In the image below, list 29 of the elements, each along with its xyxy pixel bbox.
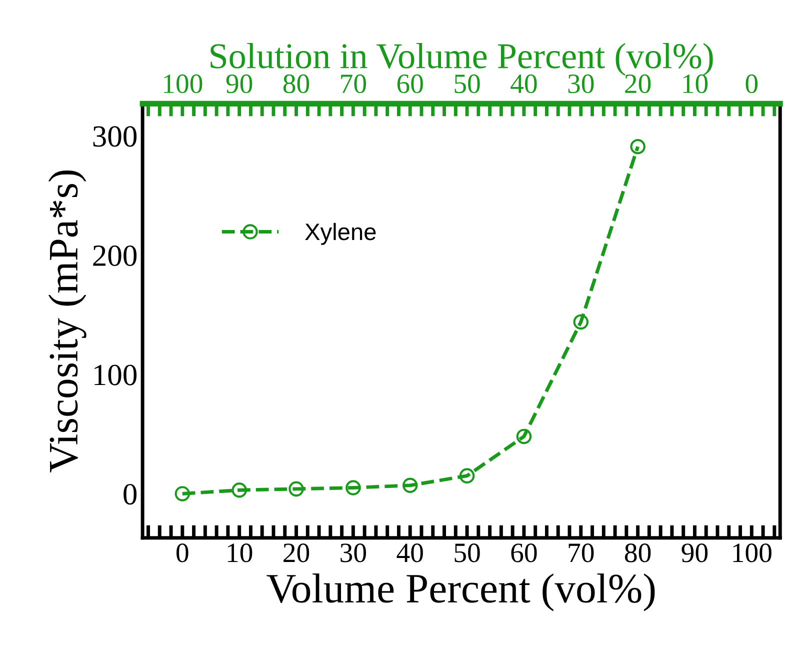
x-tick-label: 70: [568, 544, 594, 562]
x-tick-label: 60: [511, 544, 537, 562]
y-tick-label: 100: [94, 364, 137, 386]
x-tick-label: 90: [682, 544, 708, 562]
x2-tick-label: 30: [568, 74, 594, 94]
y-tick-label: 300: [93, 126, 137, 147]
x2-tick-label: 90: [226, 74, 252, 94]
x2-tick-label: 50: [454, 74, 480, 94]
y-tick-label: 0: [124, 484, 137, 505]
x-tick-label: 100: [733, 544, 772, 562]
x-axis-title: Volume Percent (vol%): [266, 573, 655, 612]
x2-tick-label: 80: [283, 74, 310, 94]
x2-tick-label: 60: [397, 74, 423, 94]
x2-tick-label: 20: [625, 74, 651, 94]
y-axis-title: Viscosity (mPa*s): [48, 170, 86, 472]
x2-tick-label: 100: [164, 74, 202, 94]
x2-tick-label: 10: [683, 74, 708, 94]
x2-tick-label: 40: [510, 74, 537, 94]
x-tick-label: 10: [228, 544, 252, 562]
x-tick-label: 30: [340, 544, 366, 562]
x-tick-label: 50: [454, 544, 480, 562]
x-tick-label: 0: [176, 544, 188, 562]
x2-tick-label: 70: [341, 74, 366, 94]
x-tick-label: 20: [284, 544, 310, 562]
x2-tick-label: 0: [746, 74, 758, 94]
y-tick-label: 200: [93, 245, 137, 266]
legend-label: Xylene: [305, 222, 376, 245]
x-tick-label: 40: [396, 544, 423, 562]
x-tick-label: 80: [624, 544, 651, 562]
